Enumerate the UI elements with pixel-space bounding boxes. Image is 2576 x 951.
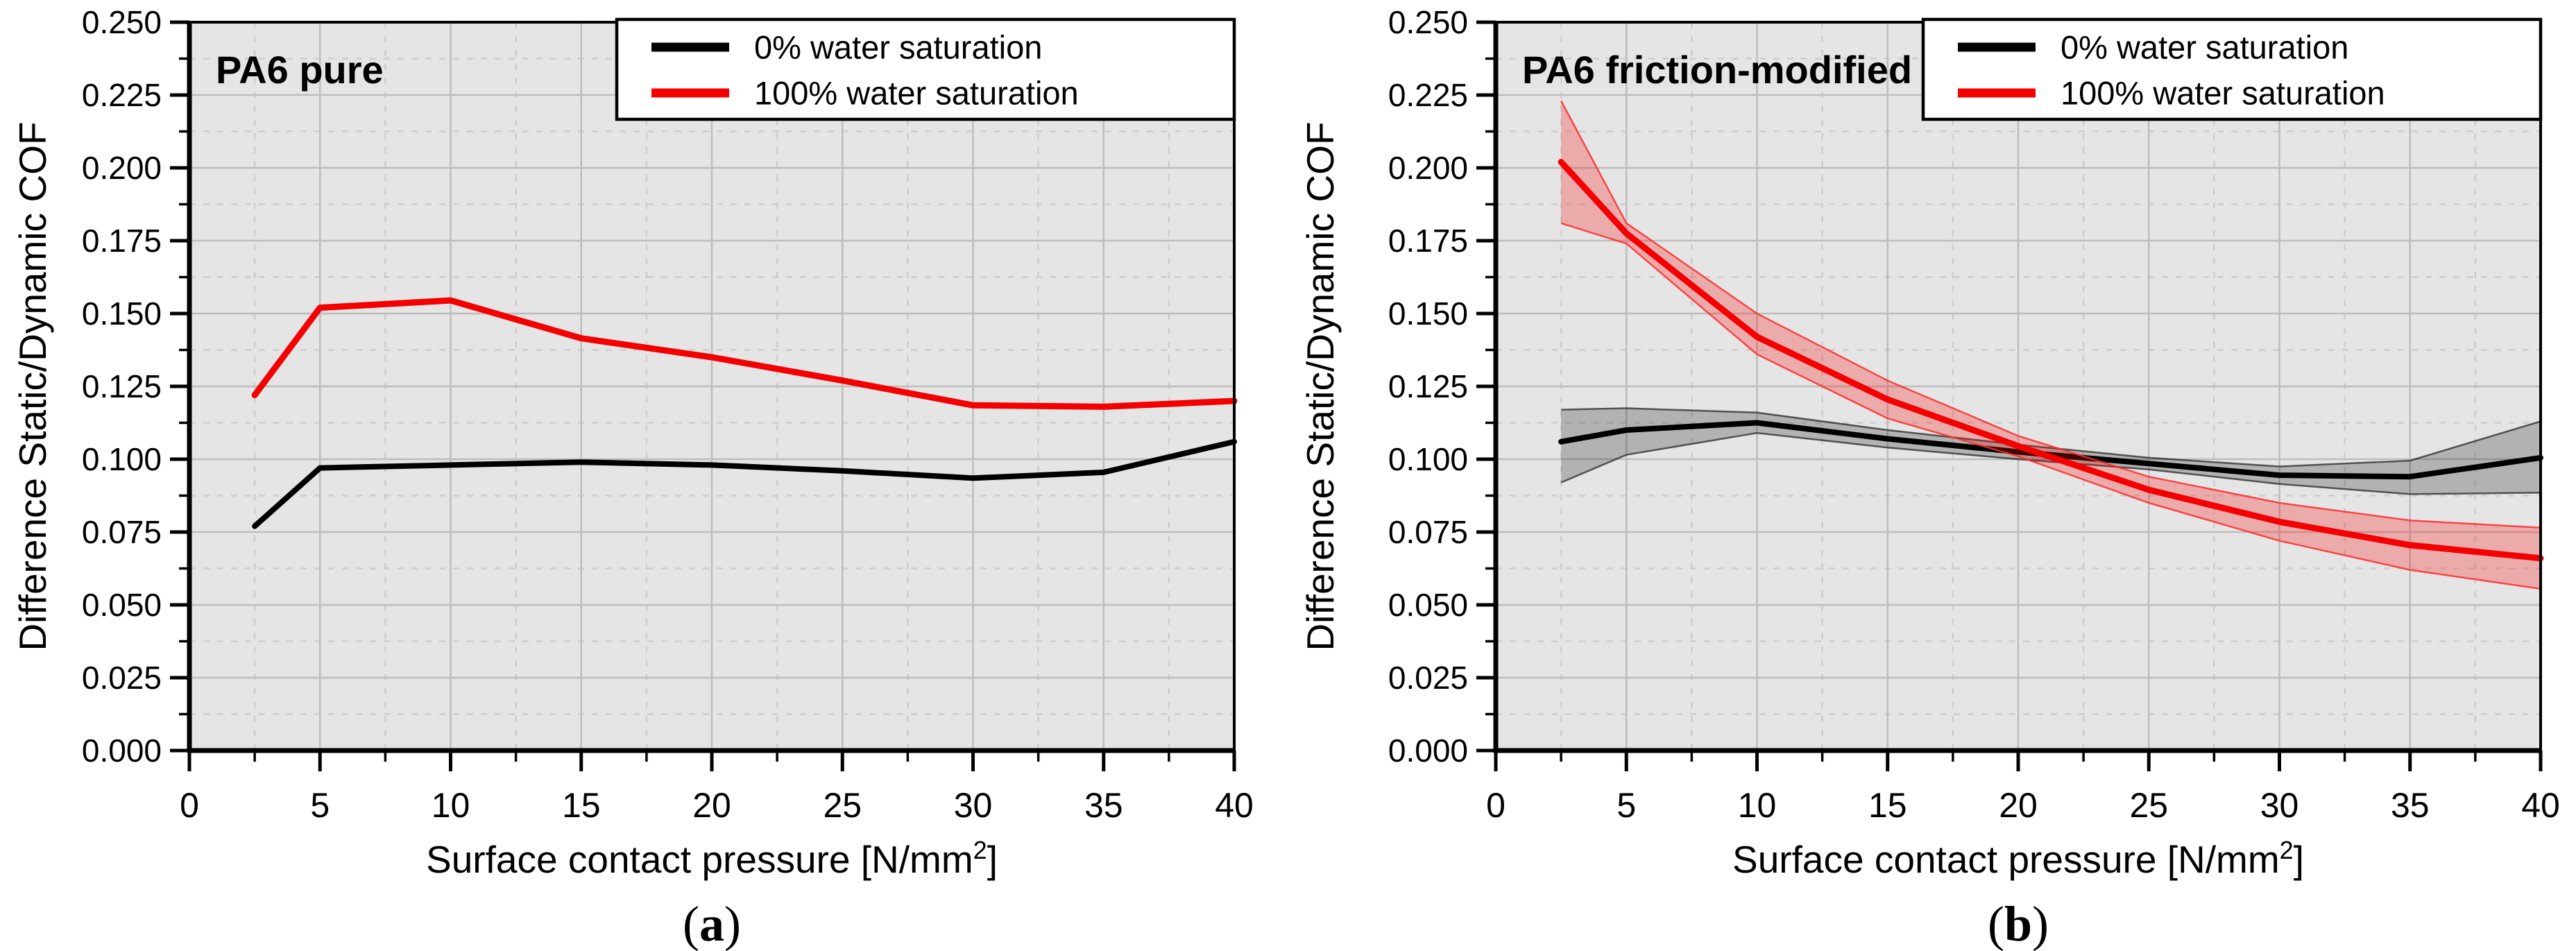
legend-label: 100% water saturation (2061, 75, 2385, 112)
x-tick-label: 40 (2521, 786, 2560, 825)
series-line-100pct-water (1558, 159, 2544, 562)
y-tick-label: 0.175 (82, 223, 162, 259)
x-tick-label: 10 (432, 786, 470, 825)
error-band-upper-edge (1560, 100, 2541, 529)
x-tick-label: 20 (692, 786, 731, 825)
y-tick-label: 0.050 (82, 587, 162, 623)
y-tick-label: 0.250 (82, 4, 162, 40)
panel-a-chart: 0.000 0.025 0.050 0.075 0.100 0.125 0.150 0.175… (11, 4, 1254, 951)
x-axis-title: Surface contact pressure [N/mm2] (1732, 836, 2304, 881)
y-tick-label: 0.150 (82, 295, 162, 332)
panel-caption: (a) (683, 896, 741, 951)
x-tick-label: 15 (562, 786, 601, 825)
error-band-red (1561, 101, 2541, 589)
x-tick-label: 25 (823, 786, 862, 825)
series-line-0pct-water (1558, 420, 2543, 480)
series-line-0pct-water (252, 438, 1237, 529)
x-tick-label: 0 (180, 786, 199, 825)
y-tick-label: 0.225 (1388, 77, 1468, 113)
y-tick-label: 0.000 (82, 732, 162, 769)
x-tick-label: 40 (1215, 786, 1254, 825)
x-tick-label: 30 (2260, 786, 2299, 825)
x-tick-label: 15 (1868, 786, 1907, 825)
legend-box (615, 17, 1236, 121)
y-tick-label: 0.250 (1388, 4, 1468, 40)
panel-caption: (b) (1988, 896, 2049, 951)
y-tick-label: 0.200 (1388, 150, 1468, 186)
legend-label: 0% water saturation (754, 29, 1042, 66)
x-tick-label: 5 (310, 786, 330, 825)
y-tick-label: 0.025 (82, 660, 162, 696)
y-tick-label: 0.175 (1388, 223, 1468, 259)
error-band-lower-edge (1560, 431, 2541, 495)
x-tick-label: 25 (2129, 786, 2168, 825)
y-tick-label: 0.225 (82, 77, 162, 113)
y-tick-label: 0.200 (82, 150, 162, 186)
panel-title: PA6 pure (216, 48, 384, 92)
y-tick-label: 0.100 (1388, 441, 1468, 477)
y-tick-label: 0.125 (1388, 368, 1468, 404)
x-tick-label: 5 (1617, 786, 1636, 825)
y-tick-label: 0.075 (82, 514, 162, 550)
y-axis-title: Difference Static/Dynamic COF (1299, 121, 1342, 651)
error-band-lower-edge (1560, 222, 2541, 590)
x-tick-label: 10 (1738, 786, 1777, 825)
panel-b-chart: 0.000 0.025 0.050 0.075 0.100 0.125 0.150 0.175… (1299, 4, 2560, 951)
y-tick-label: 0.000 (1388, 732, 1468, 769)
legend-label: 0% water saturation (2061, 29, 2348, 66)
y-tick-label: 0.025 (1388, 660, 1468, 696)
x-axis-title: Surface contact pressure [N/mm2] (426, 836, 998, 881)
y-tick-label: 0.125 (82, 368, 162, 404)
x-tick-label: 35 (2391, 786, 2430, 825)
x-tick-label: 30 (954, 786, 993, 825)
x-tick-label: 0 (1486, 786, 1505, 825)
legend-box (1921, 17, 2543, 121)
y-tick-label: 0.150 (1388, 295, 1468, 332)
y-tick-label: 0.050 (1388, 587, 1468, 623)
series-line-100pct-water (251, 297, 1238, 410)
y-tick-label: 0.075 (1388, 514, 1468, 550)
x-tick-label: 20 (1999, 786, 2038, 825)
x-tick-label: 35 (1084, 786, 1123, 825)
y-axis-title: Difference Static/Dynamic COF (11, 121, 54, 651)
legend-label: 100% water saturation (754, 75, 1079, 112)
panel-title: PA6 friction-modified (1522, 48, 1912, 92)
y-tick-label: 0.100 (82, 441, 162, 477)
